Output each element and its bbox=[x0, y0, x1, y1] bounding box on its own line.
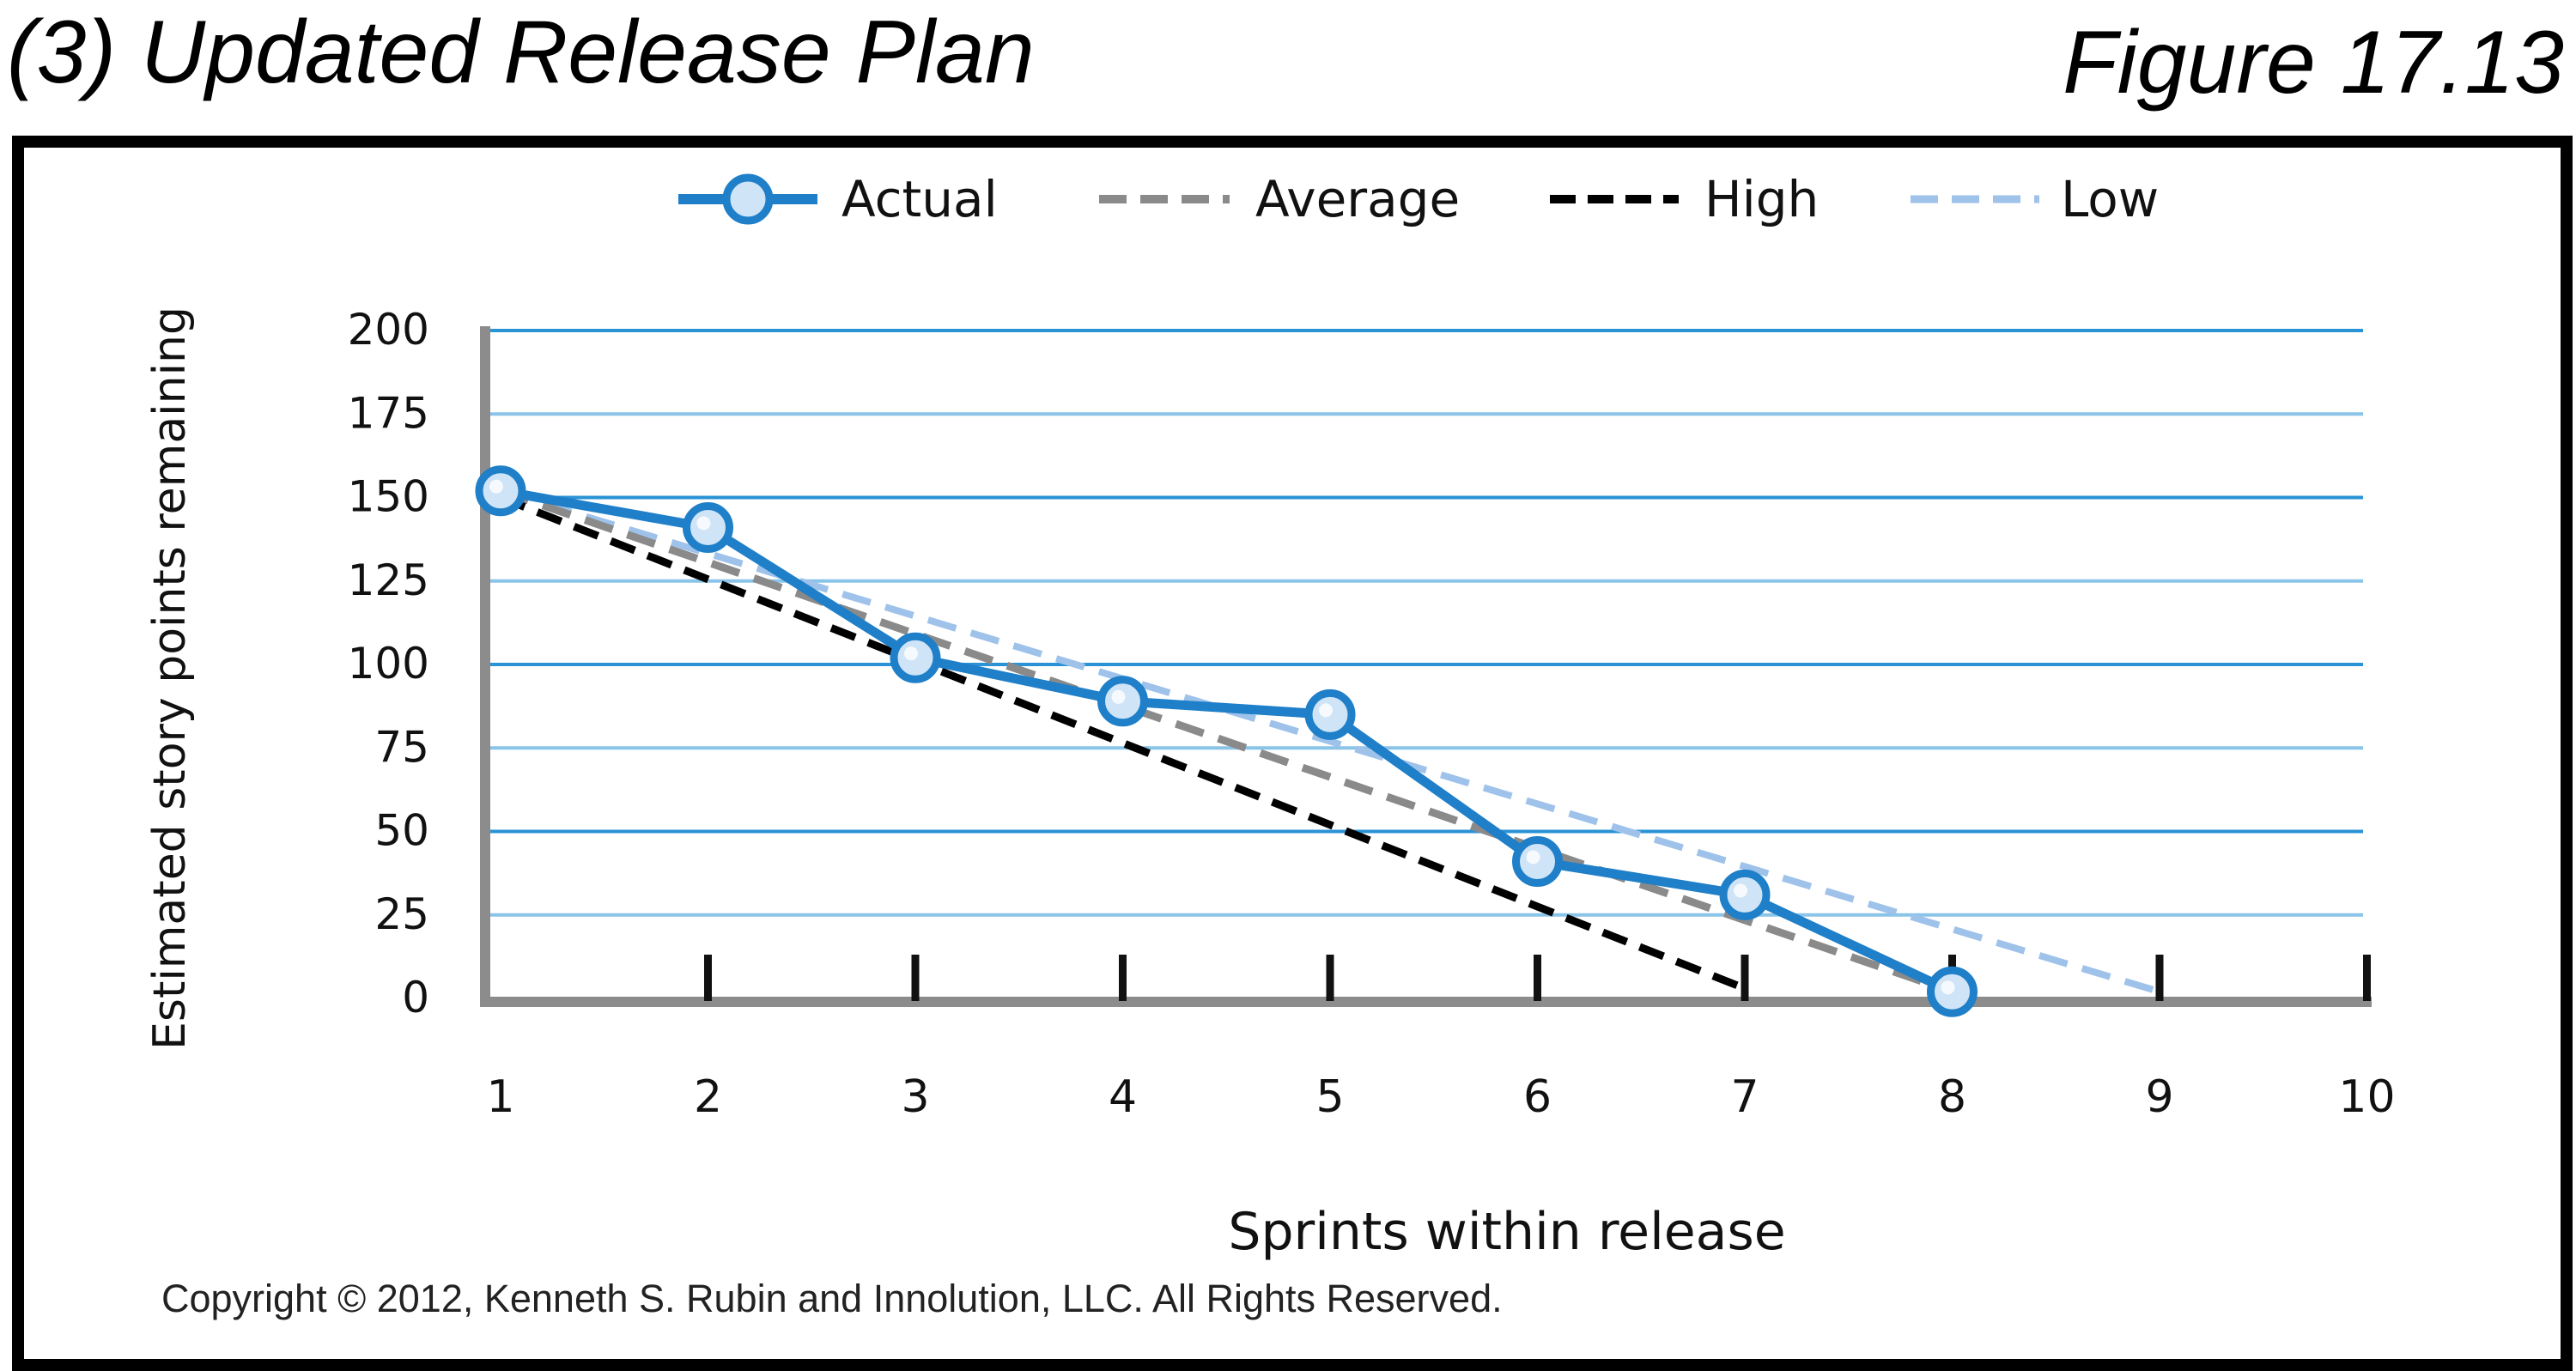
actual-data-point-highlight bbox=[696, 516, 711, 531]
series-markers bbox=[475, 465, 1978, 1017]
gridlines bbox=[485, 329, 2363, 917]
series-actual-line bbox=[500, 486, 1954, 997]
y-axis-label: Estimated story points remaining bbox=[144, 306, 196, 1050]
legend-high-label: High bbox=[1704, 170, 1819, 228]
y-tick-labels: 0 25 50 75 100 125 150 175 200 bbox=[348, 305, 429, 1022]
x-tick-label: 3 bbox=[901, 1071, 929, 1123]
copyright-notice: Copyright © 2012, Kenneth S. Rubin and I… bbox=[161, 1277, 1503, 1320]
page-title: (3) Updated Release Plan bbox=[7, 3, 1035, 102]
axes bbox=[480, 326, 2372, 1007]
legend-average-label: Average bbox=[1255, 170, 1460, 228]
figure-label: Figure 17.13 bbox=[2063, 13, 2564, 112]
y-tick-label: 100 bbox=[348, 639, 429, 689]
x-tick-label: 10 bbox=[2338, 1071, 2395, 1123]
y-tick-label: 25 bbox=[374, 889, 429, 939]
x-tick-label: 9 bbox=[2145, 1071, 2173, 1123]
x-tick-label: 4 bbox=[1109, 1071, 1137, 1123]
series-lines bbox=[499, 486, 2161, 997]
x-tick-label: 7 bbox=[1730, 1071, 1759, 1123]
x-tick-label: 1 bbox=[486, 1071, 514, 1123]
actual-data-point-highlight bbox=[1734, 883, 1747, 898]
x-tick-label: 8 bbox=[1938, 1071, 1966, 1123]
y-tick-label: 50 bbox=[374, 806, 429, 856]
series-high-line bbox=[499, 494, 1747, 992]
y-tick-label: 200 bbox=[348, 305, 429, 355]
x-tick-labels: 1 2 3 4 5 6 7 8 9 10 bbox=[486, 1071, 2395, 1123]
actual-data-point-highlight bbox=[904, 646, 918, 661]
x-axis-label: Sprints within release bbox=[1228, 1202, 1785, 1262]
legend-actual-marker bbox=[722, 173, 774, 225]
actual-data-point-highlight bbox=[1111, 689, 1126, 704]
x-tick-label: 5 bbox=[1315, 1071, 1344, 1123]
actual-data-point-highlight bbox=[1526, 850, 1540, 864]
y-tick-label: 125 bbox=[348, 555, 429, 605]
y-tick-label: 150 bbox=[348, 472, 429, 522]
actual-data-point-highlight bbox=[1941, 980, 1955, 995]
y-tick-label: 75 bbox=[374, 722, 429, 772]
y-tick-label: 175 bbox=[348, 388, 429, 438]
x-tick-label: 2 bbox=[694, 1071, 722, 1123]
legend-low-label: Low bbox=[2061, 170, 2159, 228]
series-average-line bbox=[499, 487, 1953, 996]
legend-actual-label: Actual bbox=[841, 170, 998, 228]
x-tick-label: 6 bbox=[1523, 1071, 1552, 1123]
legend: Actual Average High Low bbox=[678, 170, 2159, 228]
y-tick-label: 0 bbox=[402, 973, 429, 1022]
actual-data-point-highlight bbox=[489, 479, 503, 494]
actual-data-point-highlight bbox=[1319, 703, 1333, 718]
